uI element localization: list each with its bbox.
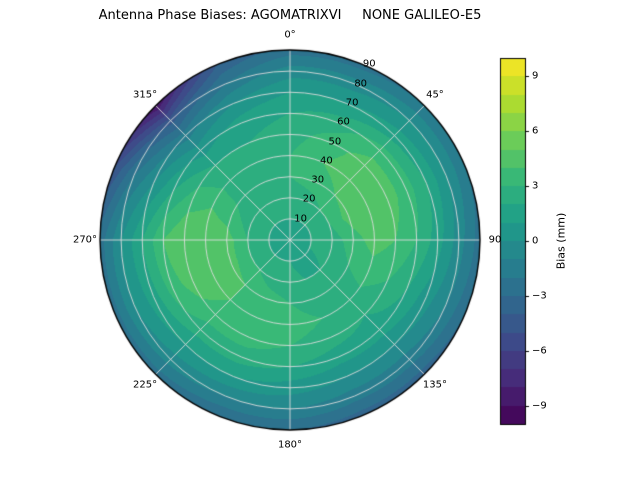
colorbar-tick-label: 3 [532,180,539,192]
theta-tick-label: 0° [284,29,296,41]
radial-tick-label: 90 [362,58,376,70]
radial-tick-label: 70 [345,97,359,109]
theta-tick-label: 225° [132,379,158,391]
theta-tick-label: 135° [422,379,447,391]
radial-tick-label: 20 [302,193,316,205]
theta-tick-label: 180° [277,439,303,451]
radial-tick-label: 30 [311,174,325,186]
colorbar-axis-label: Bias (mm) [554,212,568,270]
theta-tick-label: 90 [488,234,502,246]
radial-tick-label: 10 [294,213,307,225]
radial-tick-label: 50 [328,136,342,148]
theta-tick-label: 270° [72,234,98,246]
colorbar-tick-label: 0 [532,235,539,247]
theta-tick-label: 315° [132,89,158,101]
radial-tick-label: 80 [354,78,368,90]
radial-tick-label: 60 [337,116,350,128]
radial-tick-label: 40 [319,155,333,167]
colorbar-tick-label: −9 [532,400,547,412]
colorbar-tick-label: −6 [532,345,547,357]
colorbar-tick-label: 6 [532,125,539,137]
colorbar-tick-label: 9 [532,70,539,82]
colorbar-tick-label: −3 [532,290,547,302]
theta-tick-label: 45° [426,89,444,101]
